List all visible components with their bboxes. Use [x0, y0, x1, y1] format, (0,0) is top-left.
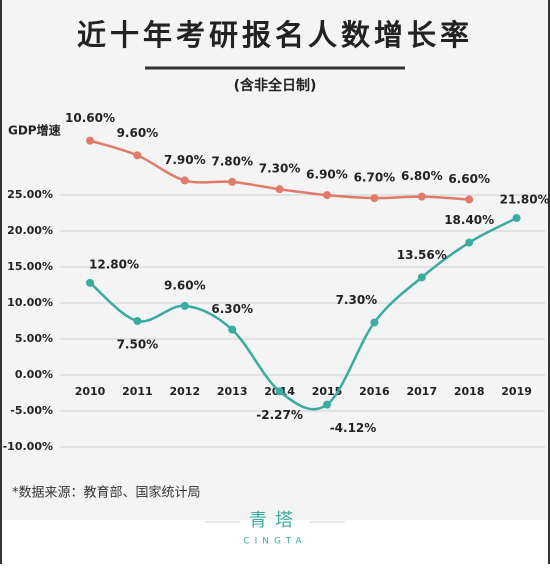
- x-tick-label: 2016: [359, 385, 390, 398]
- y-tick-label: -5.00%: [10, 404, 53, 417]
- point: [228, 177, 237, 186]
- point: [180, 176, 189, 185]
- source-note: *数据来源：教育部、国家统计局: [12, 485, 201, 501]
- value-label: 6.90%: [306, 168, 348, 182]
- x-tick-label: 2018: [454, 385, 485, 398]
- value-label: 6.70%: [354, 171, 396, 185]
- brand: 青塔: [249, 510, 301, 531]
- value-label: 13.56%: [397, 248, 447, 262]
- point: [180, 301, 189, 310]
- point: [370, 194, 379, 203]
- point: [465, 195, 474, 204]
- point: [417, 192, 426, 201]
- y-tick-label: -10.00%: [3, 440, 53, 453]
- y-tick-label: 10.00%: [7, 296, 53, 309]
- line: [89, 216, 518, 411]
- point: [512, 214, 521, 223]
- value-label: 10.60%: [65, 111, 115, 125]
- point: [465, 238, 474, 247]
- x-tick-label: 2011: [122, 385, 153, 398]
- y-tick-label: 25.00%: [7, 188, 53, 201]
- value-label: 12.80%: [89, 257, 139, 271]
- value-label: -4.12%: [330, 421, 377, 435]
- chart-subtitle: (含非全日制): [234, 77, 317, 94]
- x-tick-label: 2017: [406, 385, 437, 398]
- x-tick-label: 2013: [217, 385, 248, 398]
- value-label: 7.50%: [117, 338, 159, 352]
- point: [417, 273, 426, 282]
- point: [323, 400, 331, 409]
- value-label: 6.60%: [448, 172, 490, 186]
- point: [86, 278, 94, 287]
- y-tick-label: 20.00%: [7, 224, 53, 237]
- point: [275, 387, 284, 396]
- value-label: 9.60%: [164, 278, 206, 292]
- x-tick-label: 2010: [75, 385, 106, 398]
- x-tick-label: 2019: [501, 385, 532, 398]
- series-label: GDP增速: [8, 123, 61, 138]
- x-tick-label: 2012: [169, 385, 200, 398]
- point: [228, 325, 237, 334]
- value-label: -2.27%: [256, 408, 303, 422]
- point: [370, 318, 379, 327]
- value-label: 18.40%: [444, 213, 494, 227]
- chart-title: 近十年考研报名人数增长率: [77, 18, 473, 52]
- value-label: 6.30%: [211, 302, 253, 316]
- y-tick-label: 0.00%: [15, 368, 53, 381]
- value-label: 7.90%: [164, 153, 206, 167]
- footer-band: [0, 520, 550, 564]
- point: [133, 151, 142, 160]
- brand-latin: CINGTA: [243, 537, 306, 547]
- value-label: 6.80%: [401, 169, 443, 183]
- point: [275, 185, 284, 194]
- point: [86, 136, 94, 145]
- value-label: 7.30%: [336, 293, 378, 307]
- point: [133, 317, 142, 325]
- value-label: 7.80%: [211, 154, 253, 168]
- y-tick-label: 15.00%: [7, 260, 53, 273]
- value-label: 9.60%: [117, 126, 159, 140]
- y-tick-label: 5.00%: [15, 332, 53, 345]
- point: [323, 191, 331, 200]
- value-label: 21.80%: [500, 193, 550, 207]
- value-label: 7.30%: [259, 162, 301, 176]
